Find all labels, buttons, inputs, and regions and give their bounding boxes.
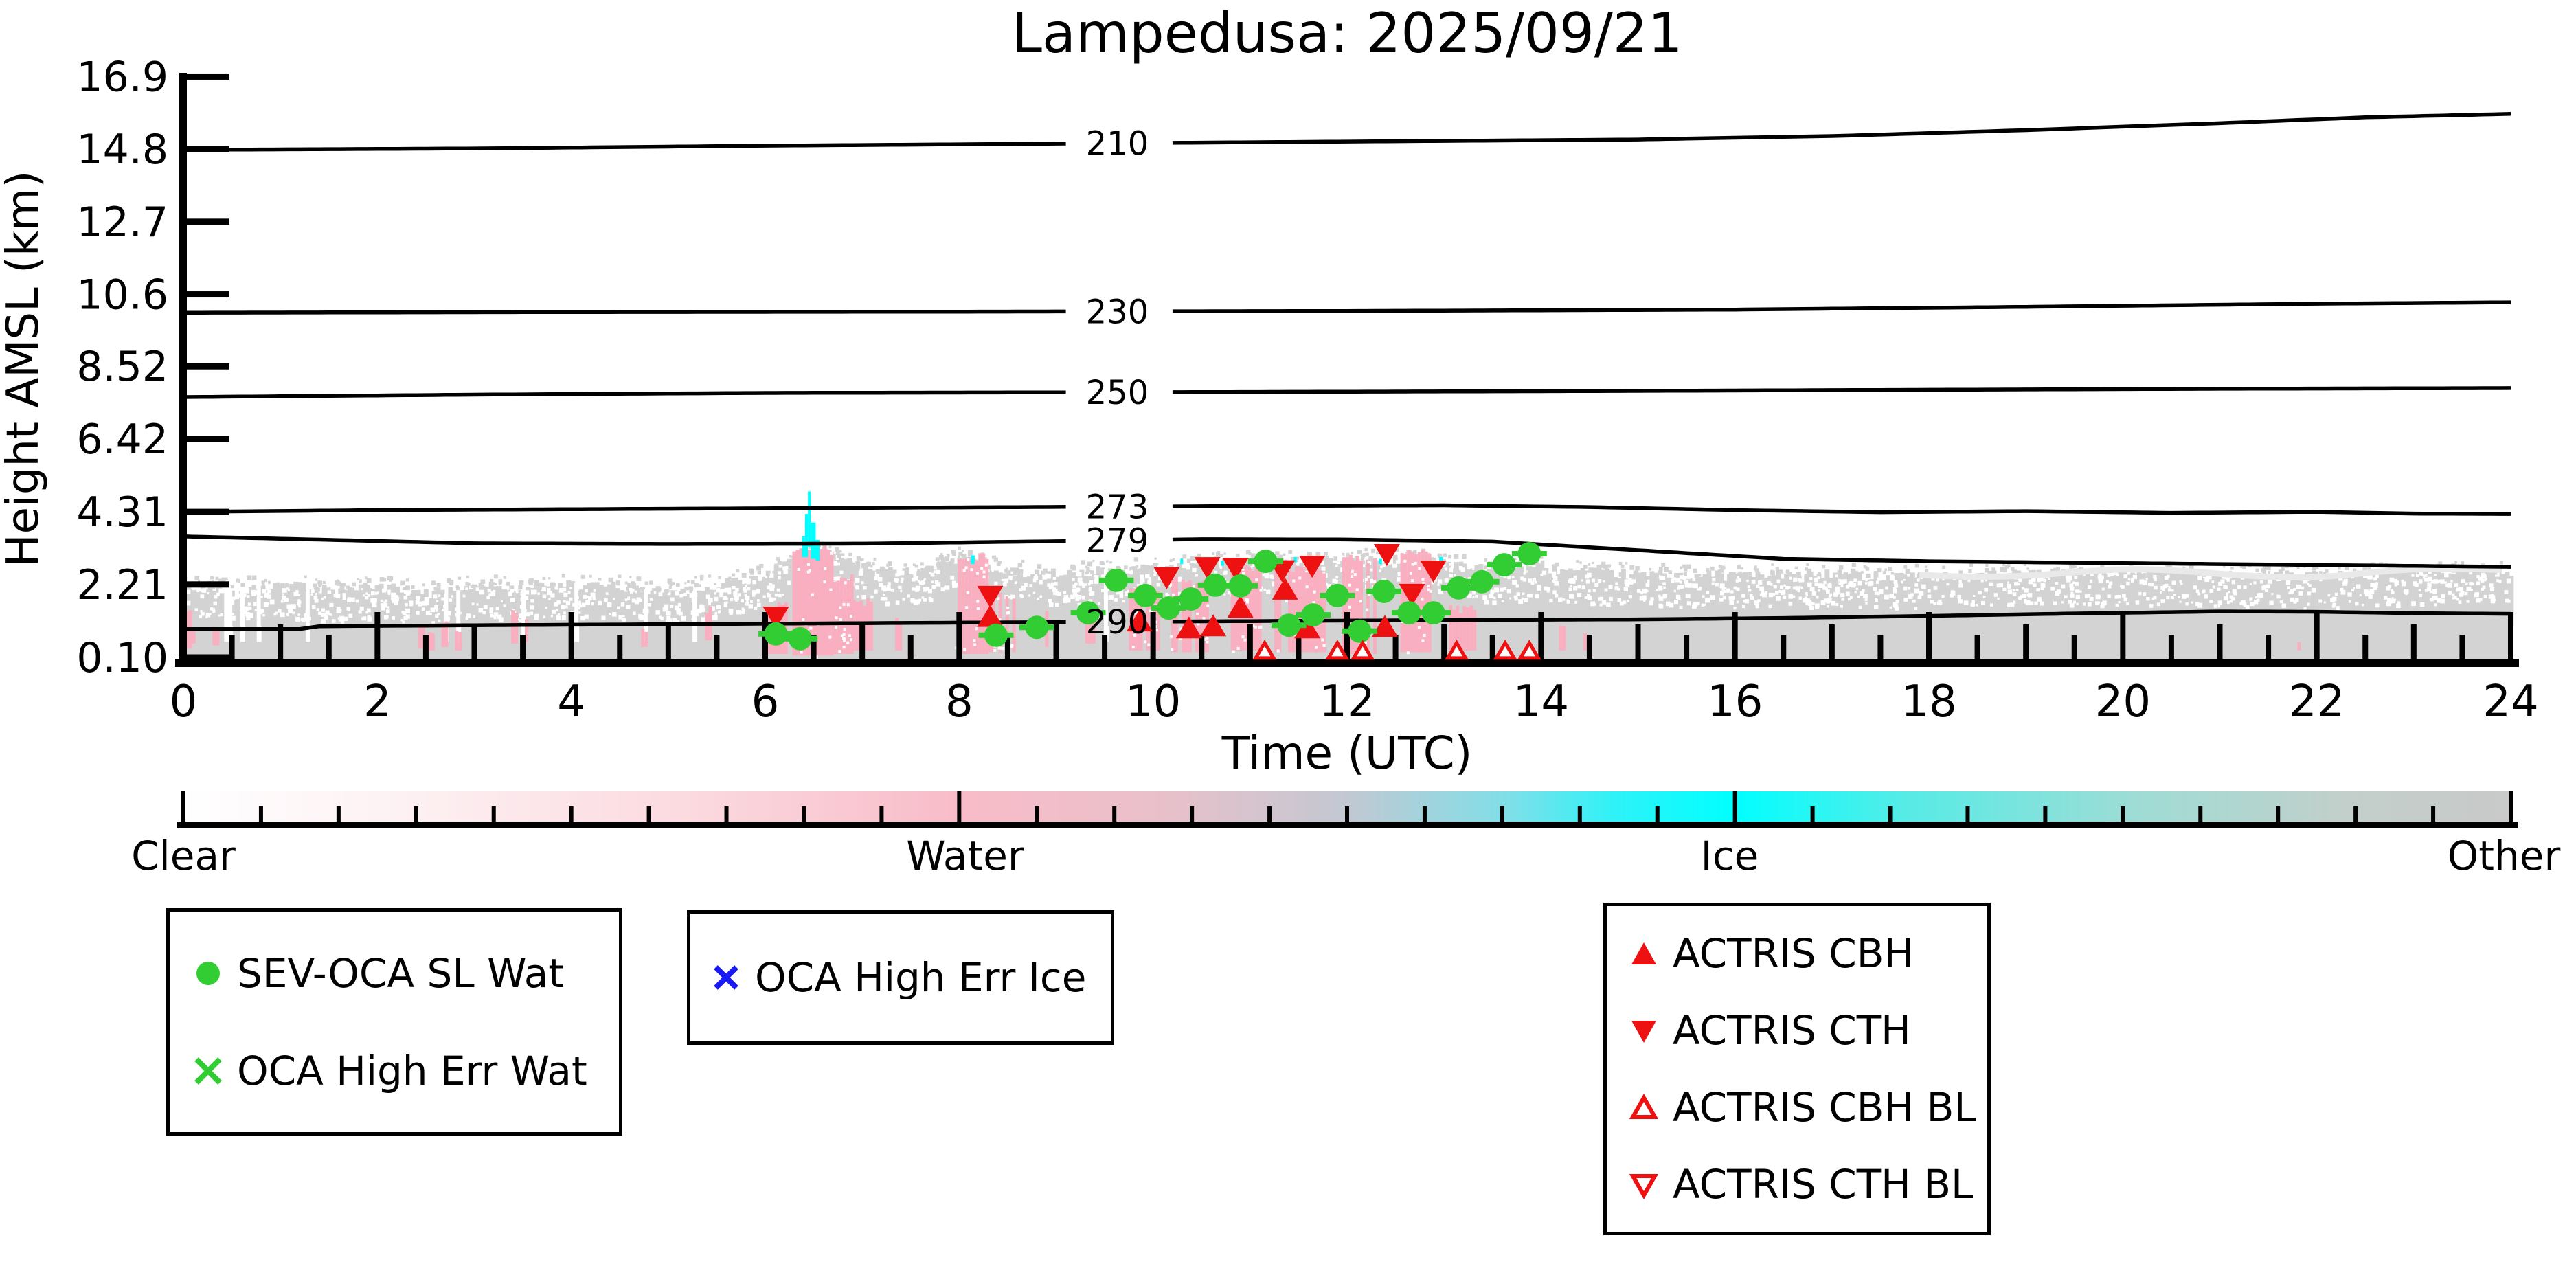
legend-sev-oca: SEV-OCA SL Wat OCA High Err Wat bbox=[166, 908, 622, 1136]
legend-item-oca-high-err-wat: OCA High Err Wat bbox=[189, 1048, 619, 1094]
legend-item-actris-cbh-bl: ACTRIS CBH BL bbox=[1625, 1084, 1987, 1131]
svg-text:22: 22 bbox=[2289, 677, 2345, 727]
x-axis-title: Time (UTC) bbox=[1221, 727, 1473, 780]
actris-cbh-markers bbox=[977, 577, 1399, 639]
svg-text:290: 290 bbox=[1086, 603, 1149, 642]
legend-item-actris-cbh: ACTRIS CBH bbox=[1625, 930, 1987, 977]
sev-oca-sl-wat-markers bbox=[758, 542, 1547, 651]
page-title: Lampedusa: 2025/09/21 bbox=[1011, 1, 1683, 65]
cloud-top-streak bbox=[1919, 565, 2502, 581]
actris-cbh-bl-markers bbox=[1252, 640, 1541, 660]
svg-text:0.10: 0.10 bbox=[76, 634, 168, 682]
legend-label: SEV-OCA SL Wat bbox=[237, 949, 565, 997]
svg-text:14.8: 14.8 bbox=[76, 126, 168, 174]
svg-text:250: 250 bbox=[1086, 374, 1149, 412]
legend-label: OCA High Err Ice bbox=[755, 954, 1087, 1001]
legend-label: ACTRIS CBH BL bbox=[1673, 1084, 1976, 1131]
legend-item-sev-oca-sl-wat: SEV-OCA SL Wat bbox=[189, 950, 619, 997]
svg-text:0: 0 bbox=[170, 677, 198, 727]
colorbar-label-other: Other bbox=[2447, 833, 2561, 879]
svg-text:210: 210 bbox=[1086, 124, 1149, 163]
svg-text:16.9: 16.9 bbox=[76, 53, 168, 101]
svg-text:10.6: 10.6 bbox=[76, 271, 168, 319]
svg-text:18: 18 bbox=[1901, 677, 1956, 727]
svg-text:8.52: 8.52 bbox=[76, 343, 168, 391]
svg-text:6.42: 6.42 bbox=[76, 416, 168, 464]
svg-text:12: 12 bbox=[1319, 677, 1375, 727]
svg-text:230: 230 bbox=[1086, 293, 1149, 331]
colorbar-label-ice: Ice bbox=[1700, 833, 1759, 879]
legend-actris: ACTRIS CBH ACTRIS CTH ACTRIS CBH BL ACTR… bbox=[1603, 903, 1991, 1235]
svg-text:24: 24 bbox=[2483, 677, 2538, 727]
red-triangle-down-open-icon bbox=[1629, 1174, 1659, 1200]
blue-x-icon bbox=[714, 965, 738, 990]
legend-oca-ice: OCA High Err Ice bbox=[687, 910, 1114, 1045]
svg-text:4: 4 bbox=[557, 677, 585, 727]
svg-text:2.21: 2.21 bbox=[76, 561, 168, 609]
colorbar-label-clear: Clear bbox=[131, 833, 236, 879]
red-triangle-down-icon bbox=[1631, 1021, 1656, 1043]
green-x-icon bbox=[194, 1057, 222, 1085]
legend-label: ACTRIS CTH bbox=[1673, 1007, 1911, 1054]
svg-text:14: 14 bbox=[1513, 677, 1569, 727]
svg-text:20: 20 bbox=[2095, 677, 2151, 727]
colorbar bbox=[177, 791, 2518, 828]
red-triangle-up-open-icon bbox=[1629, 1093, 1659, 1119]
svg-text:12.7: 12.7 bbox=[76, 199, 168, 247]
svg-text:279: 279 bbox=[1086, 522, 1149, 561]
svg-text:16: 16 bbox=[1707, 677, 1763, 727]
svg-text:4.31: 4.31 bbox=[76, 488, 168, 536]
svg-text:273: 273 bbox=[1086, 488, 1149, 526]
svg-text:2: 2 bbox=[363, 677, 392, 727]
legend-item-actris-cth: ACTRIS CTH bbox=[1625, 1007, 1987, 1054]
legend-item-oca-high-err-ice: OCA High Err Ice bbox=[707, 954, 1111, 1001]
red-triangle-up-icon bbox=[1631, 942, 1656, 964]
svg-text:10: 10 bbox=[1125, 677, 1181, 727]
svg-text:6: 6 bbox=[752, 677, 780, 727]
colorbar-label-water: Water bbox=[906, 833, 1024, 879]
legend-label: ACTRIS CTH BL bbox=[1673, 1161, 1974, 1208]
svg-text:8: 8 bbox=[945, 677, 973, 727]
actris-cth-markers bbox=[762, 544, 1447, 629]
legend-label: ACTRIS CBH bbox=[1673, 930, 1914, 977]
legend-item-actris-cth-bl: ACTRIS CTH BL bbox=[1625, 1161, 1987, 1208]
green-circle-icon bbox=[196, 961, 220, 985]
class-ice-cells bbox=[802, 491, 1443, 566]
legend-label: OCA High Err Wat bbox=[237, 1047, 587, 1094]
isotherm-contours bbox=[183, 112, 2511, 631]
